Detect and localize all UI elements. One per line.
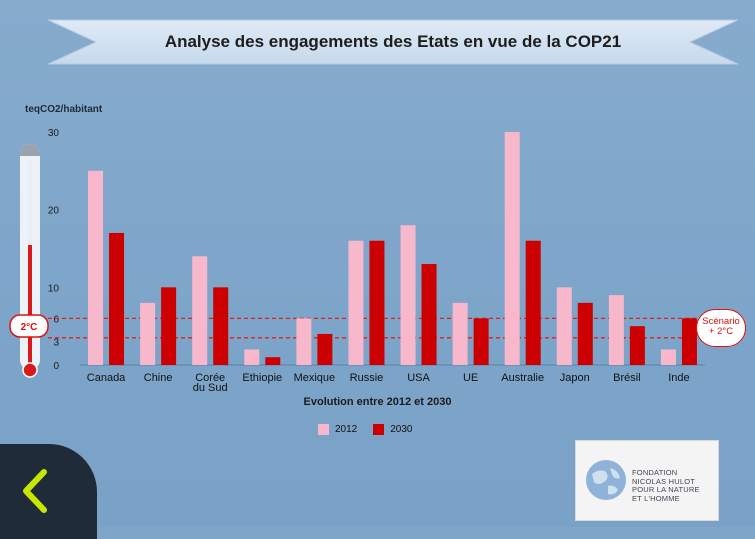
x-tick-label: USA [407,372,430,384]
x-tick-label: Chine [144,372,173,384]
legend-swatch-2030 [373,424,385,435]
back-button[interactable] [0,444,97,539]
x-tick-label: Ethiopie [242,372,282,384]
bar-2012-corée-du-sud [192,256,208,365]
bar-2012-ethiopie [244,349,260,365]
scenario-label: Scénario + 2°C [702,316,740,337]
bar-2030-russie [369,240,385,365]
bar-2012-brésil [608,295,624,365]
y-tick-label: 6 [53,314,59,325]
x-tick-label: Russie [350,372,384,384]
y-tick-label: 10 [48,283,60,294]
x-tick-label: Canada [87,372,126,384]
bar-2030-corée-du-sud [213,287,229,365]
bar-2030-canada [109,232,125,365]
legend-swatch-2012 [318,424,329,435]
x-tick-label: Inde [668,372,689,384]
bar-2030-ethiopie [265,357,281,365]
bar-2030-ue [473,318,489,365]
bar-2012-japon [556,287,572,365]
legend: 2012 2030 [318,424,413,435]
bar-2030-mexique [317,333,333,365]
thermometer-icon [9,144,49,378]
x-tick-label: Australie [501,372,544,384]
bar-2012-usa [400,225,416,365]
chart-title: Analyse des engagements des Etats en vue… [164,32,622,51]
bar-2012-canada [88,170,104,365]
scenario-badge: Scénario + 2°C [696,309,746,347]
bar-2012-inde [660,349,676,365]
bar-2030-usa [421,264,437,365]
foundation-logo: FONDATION NICOLAS HULOT POUR LA NATURE E… [575,440,719,521]
bar-2012-mexique [296,318,312,365]
bar-2012-australie [504,132,520,365]
thermometer-label: 2°C [21,322,38,333]
legend-label-2012: 2012 [335,424,358,435]
y-tick-label: 0 [53,361,59,372]
logo-text: FONDATION NICOLAS HULOT POUR LA NATURE E… [632,468,700,503]
title-banner [48,19,738,65]
x-tick-label: Brésil [613,372,641,384]
bar-2030-chine [161,287,177,365]
bar-2030-australie [525,240,541,365]
x-tick-label: UE [463,372,478,384]
chevron-left-icon [23,469,47,513]
globe-icon [586,460,626,500]
bar-2030-brésil [629,326,645,365]
x-tick-label: Corée [195,372,225,384]
y-tick-label: 20 [48,206,60,217]
bar-2030-japon [577,302,593,365]
bar-2030-inde [681,318,697,365]
legend-label-2030: 2030 [390,424,413,435]
bar-2012-ue [452,302,468,365]
x-tick-label: Mexique [294,372,336,384]
x-tick-label: Japon [560,372,590,384]
bar-2012-chine [140,302,156,365]
y-axis-unit-label: teqCO2/habitant [25,104,103,115]
y-tick-label: 30 [48,128,60,139]
x-axis-title: Evolution entre 2012 et 2030 [303,396,452,408]
y-tick-label: 3 [53,338,59,349]
bar-2012-russie [348,240,364,365]
x-tick-label: du Sud [193,382,228,394]
title-wrap: Analyse des engagements des Etats en vue… [48,12,738,72]
